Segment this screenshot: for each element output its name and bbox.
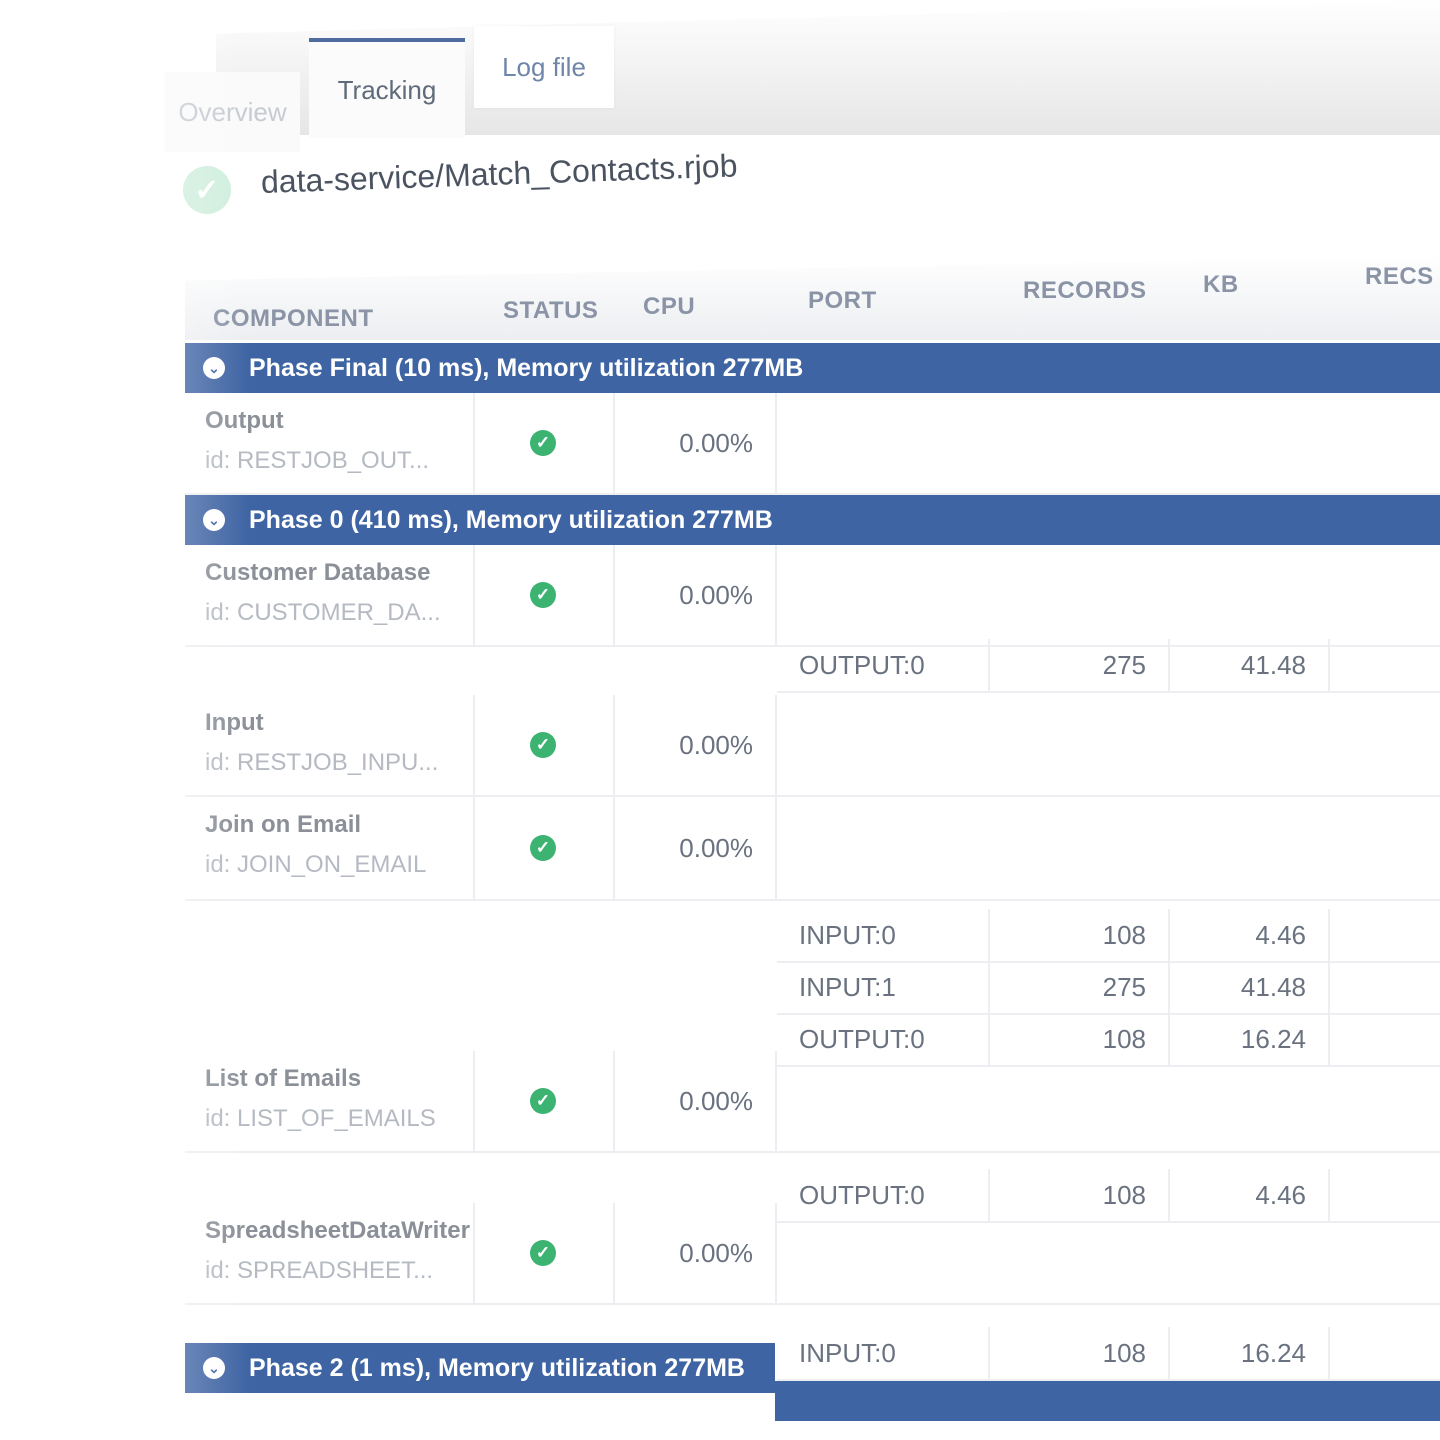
component-name: Output <box>205 407 284 434</box>
table-row[interactable]: SpreadsheetDataWriter id: SPREADSHEET...… <box>185 1203 1440 1305</box>
tab-tracking[interactable]: Tracking <box>309 38 465 138</box>
phase-label: Phase 2 (1 ms), Memory utilization 277MB <box>249 1353 745 1382</box>
cpu-cell: 0.00% <box>613 393 777 493</box>
check-icon: ✓ <box>530 1088 556 1114</box>
column-header-status[interactable]: STATUS <box>503 297 599 324</box>
cpu-cell: 0.00% <box>613 545 777 645</box>
phase-0-bar[interactable]: ⌄ Phase 0 (410 ms), Memory utilization 2… <box>185 495 1440 545</box>
status-cell: ✓ <box>473 695 615 795</box>
component-name: Join on Email <box>205 811 362 838</box>
port-cell: OUTPUT:0 <box>777 1013 990 1065</box>
cpu-cell: 0.00% <box>613 1051 777 1151</box>
tab-log-file[interactable]: Log file <box>474 26 614 108</box>
component-cell: Customer Database id: CUSTOMER_DA... <box>185 545 475 645</box>
tab-overview[interactable]: Overview <box>165 72 300 152</box>
tracking-table: COMPONENT STATUS CPU PORT RECORDS KB REC… <box>185 255 1440 1440</box>
chevron-down-icon[interactable]: ⌄ <box>203 509 225 531</box>
component-name: Input <box>205 709 264 736</box>
component-cell: List of Emails id: LIST_OF_EMAILS <box>185 1051 475 1151</box>
records-cell: 275 <box>990 639 1170 691</box>
component-id: id: RESTJOB_INPU... <box>205 749 439 776</box>
column-header-records[interactable]: RECORDS <box>1023 277 1147 304</box>
port-row[interactable]: OUTPUT:0 275 41.48 <box>777 639 1440 693</box>
status-cell: ✓ <box>473 393 615 493</box>
phase-final-bar[interactable]: ⌄ Phase Final (10 ms), Memory utilizatio… <box>185 343 1440 393</box>
kb-cell: 16.24 <box>1170 1013 1330 1065</box>
status-cell: ✓ <box>473 1203 615 1303</box>
job-header: ✓ data-service/Match_Contacts.rjob <box>183 146 738 230</box>
port-row[interactable]: OUTPUT:0 108 16.24 <box>777 1013 1440 1067</box>
port-cell: INPUT:0 <box>777 909 990 961</box>
tab-bar: Overview Tracking Log file <box>165 26 665 152</box>
port-row[interactable]: INPUT:0 108 16.24 <box>777 1327 1440 1381</box>
component-cell: Join on Email id: JOIN_ON_EMAIL <box>185 797 475 899</box>
status-cell: ✓ <box>473 545 615 645</box>
check-circle-icon: ✓ <box>183 166 231 214</box>
component-id: id: RESTJOB_OUT... <box>205 447 430 474</box>
port-cell: OUTPUT:0 <box>777 1169 990 1221</box>
component-cell: Input id: RESTJOB_INPU... <box>185 695 475 795</box>
records-cell: 108 <box>990 909 1170 961</box>
port-row[interactable]: INPUT:1 275 41.48 <box>777 961 1440 1015</box>
table-row[interactable]: Join on Email id: JOIN_ON_EMAIL ✓ 0.00% <box>185 797 1440 901</box>
port-cell: INPUT:0 <box>777 1327 990 1379</box>
component-id: id: SPREADSHEET... <box>205 1257 434 1284</box>
port-cell: INPUT:1 <box>777 961 990 1013</box>
kb-cell: 16.24 <box>1170 1327 1330 1379</box>
status-cell: ✓ <box>473 1051 615 1151</box>
component-cell: SpreadsheetDataWriter id: SPREADSHEET... <box>185 1203 475 1303</box>
column-header-recs[interactable]: RECS <box>1365 263 1434 290</box>
records-cell: 275 <box>990 961 1170 1013</box>
kb-cell: 4.46 <box>1170 1169 1330 1221</box>
status-cell: ✓ <box>473 797 615 899</box>
component-id: id: CUSTOMER_DA... <box>205 599 441 626</box>
chevron-down-icon[interactable]: ⌄ <box>203 1357 225 1379</box>
phase-2-bar-continuation <box>775 1381 1440 1421</box>
component-name: SpreadsheetDataWriter <box>205 1217 470 1244</box>
column-header-kb[interactable]: KB <box>1203 271 1239 298</box>
records-cell: 108 <box>990 1169 1170 1221</box>
component-cell: Output id: RESTJOB_OUT... <box>185 393 475 493</box>
recs-cell <box>1330 909 1440 961</box>
records-cell: 108 <box>990 1327 1170 1379</box>
check-icon: ✓ <box>530 732 556 758</box>
column-header-cpu[interactable]: CPU <box>643 293 696 320</box>
table-row[interactable]: Output id: RESTJOB_OUT... ✓ 0.00% <box>185 393 1440 495</box>
component-name: List of Emails <box>205 1065 362 1092</box>
cpu-cell: 0.00% <box>613 695 777 795</box>
column-header-port[interactable]: PORT <box>808 287 877 314</box>
phase-label: Phase 0 (410 ms), Memory utilization 277… <box>249 505 773 534</box>
port-row[interactable]: INPUT:0 108 4.46 <box>777 909 1440 963</box>
table-row[interactable]: Customer Database id: CUSTOMER_DA... ✓ 0… <box>185 545 1440 647</box>
kb-cell: 41.48 <box>1170 639 1330 691</box>
component-id: id: JOIN_ON_EMAIL <box>205 851 427 878</box>
kb-cell: 4.46 <box>1170 909 1330 961</box>
check-icon: ✓ <box>530 835 556 861</box>
chevron-down-icon[interactable]: ⌄ <box>203 357 225 379</box>
recs-cell <box>1330 1327 1440 1379</box>
table-row[interactable]: Input id: RESTJOB_INPU... ✓ 0.00% <box>185 695 1440 797</box>
component-id: id: LIST_OF_EMAILS <box>205 1105 436 1132</box>
column-header-component[interactable]: COMPONENT <box>213 305 374 332</box>
phase-label: Phase Final (10 ms), Memory utilization … <box>249 353 804 382</box>
port-row[interactable]: OUTPUT:0 108 4.46 <box>777 1169 1440 1223</box>
records-cell: 108 <box>990 1013 1170 1065</box>
port-cell: OUTPUT:0 <box>777 639 990 691</box>
kb-cell: 41.48 <box>1170 961 1330 1013</box>
phase-2-bar[interactable]: ⌄ Phase 2 (1 ms), Memory utilization 277… <box>185 1343 775 1393</box>
check-icon: ✓ <box>530 1240 556 1266</box>
cpu-cell: 0.00% <box>613 1203 777 1303</box>
check-icon: ✓ <box>530 430 556 456</box>
table-row[interactable]: List of Emails id: LIST_OF_EMAILS ✓ 0.00… <box>185 1051 1440 1153</box>
recs-cell <box>1330 639 1440 691</box>
check-icon: ✓ <box>530 582 556 608</box>
table-header: COMPONENT STATUS CPU PORT RECORDS KB REC… <box>185 255 1440 340</box>
page-title: data-service/Match_Contacts.rjob <box>260 146 738 200</box>
cpu-cell: 0.00% <box>613 797 777 899</box>
recs-cell <box>1330 961 1440 1013</box>
component-name: Customer Database <box>205 559 431 586</box>
